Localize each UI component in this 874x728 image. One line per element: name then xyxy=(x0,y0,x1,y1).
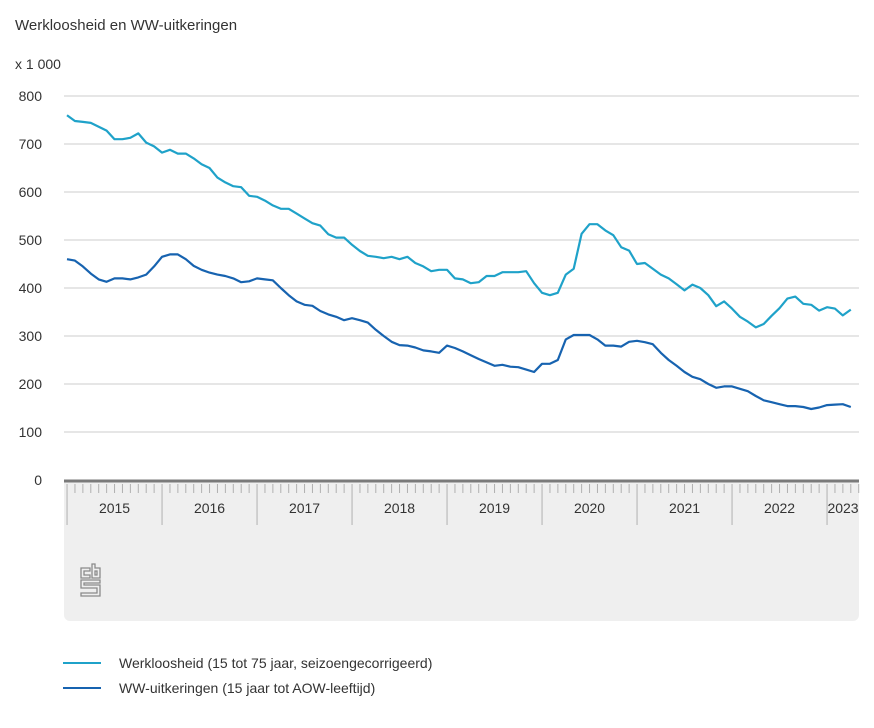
x-tick-label-2018: 2018 xyxy=(384,500,415,516)
cbs-logo-c-icon xyxy=(80,567,91,579)
y-tick-label: 800 xyxy=(19,88,43,104)
x-tick-label-2019: 2019 xyxy=(479,500,510,516)
y-tick-label: 500 xyxy=(19,232,43,248)
x-tick-label-2016: 2016 xyxy=(194,500,225,516)
gridlines xyxy=(64,95,859,433)
series-lines xyxy=(66,114,852,411)
series-points-0 xyxy=(66,115,851,328)
x-tick-label-2023: 2023 xyxy=(827,500,858,516)
x-tick-label-2021: 2021 xyxy=(669,500,700,516)
y-tick-label: 100 xyxy=(19,424,43,440)
cbs-logo-s-icon xyxy=(80,579,101,597)
timeline-panel-top xyxy=(64,480,859,490)
timeline-panel xyxy=(64,480,859,621)
x-tick-label-2022: 2022 xyxy=(764,500,795,516)
month-ticks xyxy=(66,484,860,525)
y-tick-label: 400 xyxy=(19,280,43,296)
y-tick-label: 600 xyxy=(19,184,43,200)
legend-swatch-ww-uitkeringen xyxy=(63,687,101,689)
chart-title: Werkloosheid en WW-uitkeringen xyxy=(15,17,238,34)
y-axis-ticks: 0 100 200 300 400 500 600 700 800 xyxy=(19,88,43,488)
legend-label-werkloosheid: Werkloosheid (15 tot 75 jaar, seizoengec… xyxy=(119,655,433,671)
cbs-logo-b-icon xyxy=(91,563,101,579)
x-tick-label-2017: 2017 xyxy=(289,500,320,516)
series-line-0 xyxy=(66,114,852,329)
series-line-1 xyxy=(66,253,852,411)
y-axis-unit-label: x 1 000 xyxy=(15,56,61,72)
cbs-logo xyxy=(80,563,101,597)
year-labels: 2015 2016 2017 2018 2019 2020 2021 2022 2023 xyxy=(99,500,859,516)
x-tick-label-2015: 2015 xyxy=(99,500,130,516)
y-tick-label: 300 xyxy=(19,328,43,344)
y-tick-label: 700 xyxy=(19,136,43,152)
x-tick-label-2020: 2020 xyxy=(574,500,605,516)
series-points-1 xyxy=(66,254,851,409)
legend-item-werkloosheid: Werkloosheid (15 tot 75 jaar, seizoengec… xyxy=(63,655,432,671)
x-axis: 2015 2016 2017 2018 2019 2020 2021 2022 2023 xyxy=(64,479,860,621)
y-tick-label: 200 xyxy=(19,376,43,392)
y-tick-label: 0 xyxy=(34,472,42,488)
legend-item-ww-uitkeringen: WW-uitkeringen (15 jaar tot AOW-leeftijd… xyxy=(63,680,375,696)
legend-label-ww-uitkeringen: WW-uitkeringen (15 jaar tot AOW-leeftijd… xyxy=(119,680,376,696)
legend-swatch-werkloosheid xyxy=(63,662,101,664)
